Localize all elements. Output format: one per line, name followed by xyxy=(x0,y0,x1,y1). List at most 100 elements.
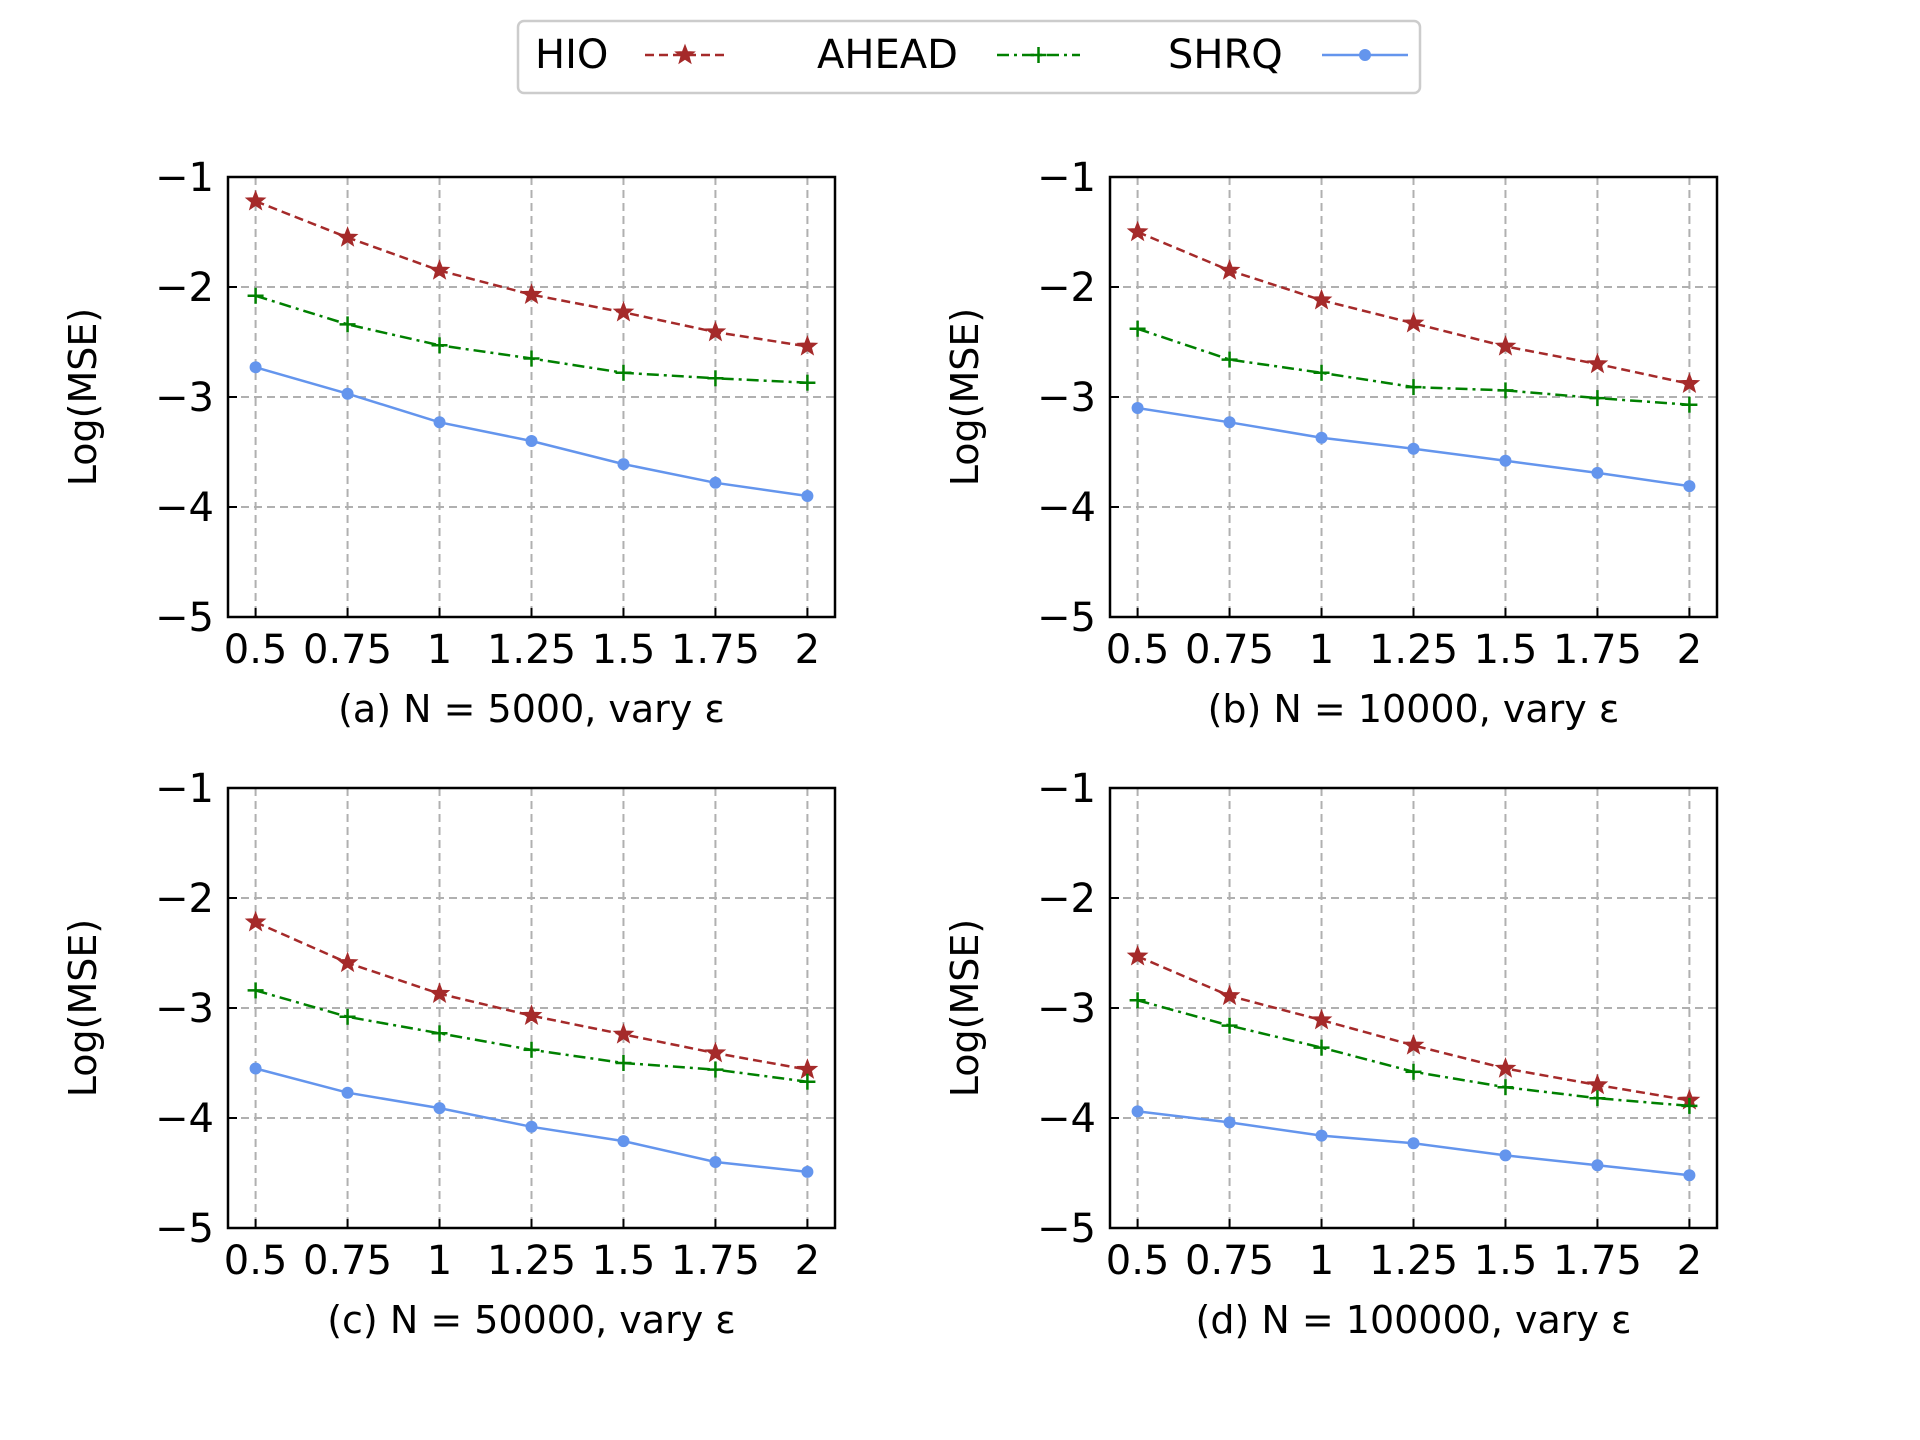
y-axis-label: Log(MSE) xyxy=(61,919,105,1097)
y-axis-label: Log(MSE) xyxy=(943,919,987,1097)
series-ahead xyxy=(247,982,816,1090)
data-point xyxy=(523,350,540,367)
x-axis-label: (a) N = 5000, vary ε xyxy=(338,687,725,731)
y-tick-label: −5 xyxy=(155,595,214,641)
y-axis-label: Log(MSE) xyxy=(943,308,987,486)
data-point xyxy=(707,1061,724,1078)
data-point xyxy=(520,1004,543,1025)
panel-a: 0.5 0.75 1 1.25 1.5 1.75 2 −1 −2 −3 −4 −5 (a) N = 50… xyxy=(61,155,837,731)
data-point xyxy=(341,387,354,400)
data-point xyxy=(1591,466,1604,479)
series-ahead xyxy=(1129,320,1698,413)
data-point xyxy=(1310,1008,1333,1030)
data-point xyxy=(1405,379,1422,396)
legend-entry-ahead: AHEAD xyxy=(817,32,1080,78)
data-point xyxy=(1315,1129,1328,1142)
data-point xyxy=(709,1156,722,1168)
data-point xyxy=(799,1073,816,1090)
x-axis-label: (d) N = 100000, vary ε xyxy=(1196,1298,1632,1342)
series-shrq xyxy=(249,1062,814,1178)
data-point xyxy=(244,189,267,211)
data-point xyxy=(617,1135,630,1148)
x-tick-label: 0.5 xyxy=(224,627,288,673)
legend-label-hio: HIO xyxy=(535,32,608,78)
y-tick-label: −3 xyxy=(1037,986,1096,1032)
x-tick-label: 1.25 xyxy=(1369,1238,1458,1284)
data-point xyxy=(247,287,264,304)
y-tick-label: −1 xyxy=(155,155,214,201)
ticks: 0.5 0.75 1 1.25 1.5 1.75 2 −1 −2 −3 −4 −5 xyxy=(1037,766,1702,1284)
legend-frame xyxy=(516,19,1422,95)
data-point xyxy=(1683,480,1696,493)
legend: HIO AHEAD SHRQ xyxy=(516,19,1422,95)
x-tick-label: 1.5 xyxy=(1474,1238,1538,1284)
data-point xyxy=(249,1062,262,1075)
data-point xyxy=(707,370,724,387)
data-point xyxy=(615,364,632,381)
series-hio xyxy=(1126,220,1701,394)
series-shrq xyxy=(1131,402,1696,493)
data-point xyxy=(520,283,543,304)
ticks: 0.5 0.75 1 1.25 1.5 1.75 2 −1 −2 −3 −4 −5 xyxy=(1037,155,1702,673)
y-tick-label: −1 xyxy=(1037,766,1096,812)
data-point xyxy=(799,374,816,391)
data-point xyxy=(523,1041,540,1058)
data-point xyxy=(1313,364,1330,381)
y-tick-label: −2 xyxy=(155,265,214,311)
data-point xyxy=(1586,1073,1609,1095)
series-hio xyxy=(244,910,819,1079)
x-tick-label: 1.75 xyxy=(1553,627,1642,673)
series-shrq xyxy=(1131,1105,1696,1182)
data-point xyxy=(1402,1033,1425,1055)
panel-b: 0.5 0.75 1 1.25 1.5 1.75 2 −1 −2 −3 −4 −5 (b) N = 10… xyxy=(943,155,1719,731)
x-tick-label: 1.75 xyxy=(671,1238,760,1284)
data-point xyxy=(1494,1057,1517,1078)
data-point xyxy=(1126,220,1149,242)
data-point xyxy=(1589,390,1606,407)
data-point xyxy=(709,476,722,489)
legend-marker xyxy=(674,43,696,65)
data-point xyxy=(801,1165,814,1178)
x-tick-label: 1.5 xyxy=(592,1238,656,1284)
data-point xyxy=(1402,311,1425,333)
legend-entry-hio: HIO xyxy=(535,32,725,78)
data-point xyxy=(431,1025,448,1042)
data-point xyxy=(1681,1097,1698,1114)
data-point xyxy=(1126,944,1149,966)
x-tick-label: 2 xyxy=(1677,1238,1702,1284)
data-point xyxy=(796,334,819,356)
data-point xyxy=(1681,396,1698,413)
data-point xyxy=(1129,320,1146,337)
data-point xyxy=(336,951,359,973)
data-point xyxy=(704,320,727,342)
data-point xyxy=(525,1120,538,1133)
data-point xyxy=(339,316,356,333)
x-tick-label: 2 xyxy=(1677,627,1702,673)
data-point xyxy=(1315,431,1328,444)
data-point xyxy=(1591,1159,1604,1172)
x-tick-label: 1 xyxy=(1309,1238,1334,1284)
ticks: 0.5 0.75 1 1.25 1.5 1.75 2 −1 −2 −3 −4 −5 xyxy=(155,766,820,1284)
y-tick-label: −2 xyxy=(155,876,214,922)
data-point xyxy=(336,226,359,247)
data-point xyxy=(1218,984,1241,1006)
x-tick-label: 1.25 xyxy=(487,627,576,673)
data-point xyxy=(431,337,448,354)
data-point xyxy=(433,1102,446,1115)
y-tick-label: −4 xyxy=(155,485,214,531)
legend-label-ahead: AHEAD xyxy=(817,32,958,78)
y-tick-label: −4 xyxy=(1037,1096,1096,1142)
x-tick-label: 0.5 xyxy=(1106,1238,1170,1284)
x-tick-label: 1.5 xyxy=(1474,627,1538,673)
data-point xyxy=(1221,1017,1238,1034)
legend-label-shrq: SHRQ xyxy=(1168,32,1283,78)
y-tick-label: −5 xyxy=(1037,595,1096,641)
data-point xyxy=(1586,352,1609,374)
x-tick-label: 0.75 xyxy=(1185,627,1274,673)
data-point xyxy=(1310,288,1333,310)
legend-sample-shrq xyxy=(1322,49,1408,61)
data-point xyxy=(615,1055,632,1071)
legend-marker xyxy=(1359,49,1371,61)
x-axis-label: (c) N = 50000, vary ε xyxy=(327,1298,736,1342)
data-point xyxy=(247,982,264,999)
